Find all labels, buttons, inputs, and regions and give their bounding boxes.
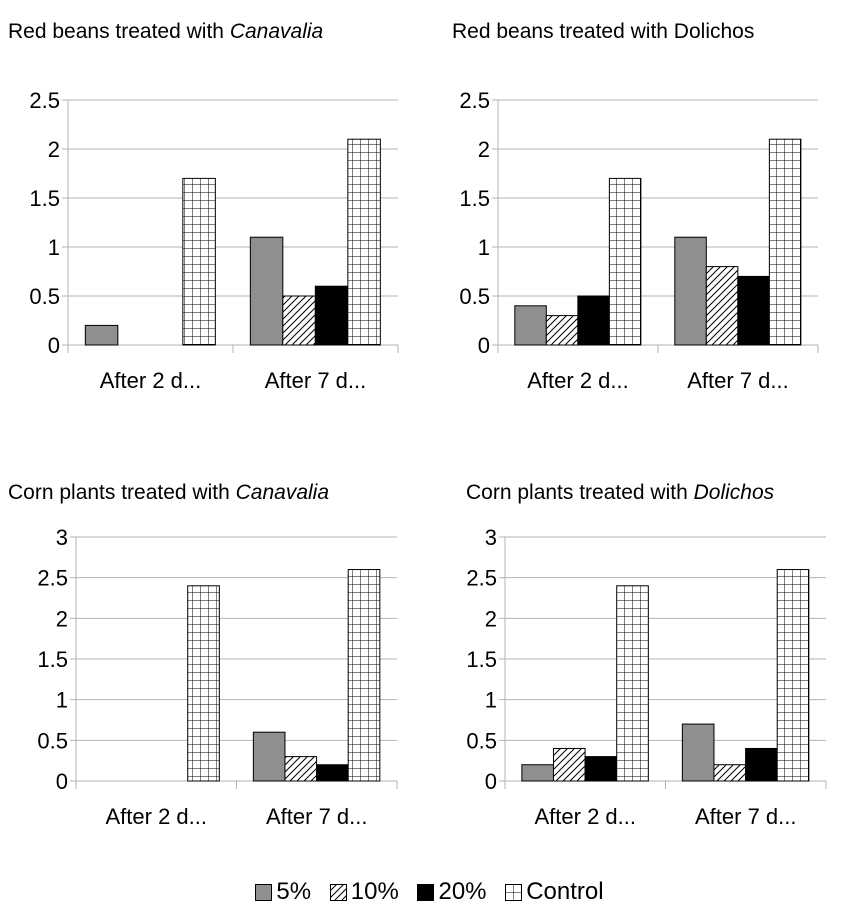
legend-item-20pct: 20% xyxy=(417,878,487,906)
x-tick-label: After 7 d... xyxy=(687,368,789,393)
y-tick-label: 1 xyxy=(48,235,60,260)
chart-title-part: Corn plants treated with xyxy=(8,481,236,504)
y-tick-label: 2.5 xyxy=(29,88,60,113)
legend: 5% 10% 20% Control xyxy=(0,878,859,908)
bar-control-1 xyxy=(182,177,216,346)
legend-swatch-solid-black xyxy=(417,883,435,901)
bar-20pct-2 xyxy=(745,747,778,782)
bar-20pct-2 xyxy=(314,285,349,346)
y-tick-label: 1.5 xyxy=(466,647,497,672)
y-tick-label: 2.5 xyxy=(37,566,68,591)
bar-control-1 xyxy=(608,177,642,346)
chart-title-part: Canavalia xyxy=(230,20,323,43)
y-tick-label: 0.5 xyxy=(29,284,60,309)
bar-5pct-2 xyxy=(674,236,707,346)
bar-control-2 xyxy=(347,138,381,346)
x-tick-label: After 7 d... xyxy=(695,804,797,829)
bar-control-2 xyxy=(347,569,381,782)
y-tick-label: 1 xyxy=(485,688,497,713)
bar-20pct-1 xyxy=(577,295,610,346)
x-tick-label: After 2 d... xyxy=(100,368,202,393)
bar-10pct-1 xyxy=(552,747,586,782)
x-tick-label: After 7 d... xyxy=(265,368,367,393)
legend-label-10pct: 10% xyxy=(350,878,399,905)
bar-control-2 xyxy=(768,138,802,346)
chart-title-part: Canavalia xyxy=(236,481,329,504)
y-tick-label: 3 xyxy=(56,525,68,550)
legend-label-20pct: 20% xyxy=(438,878,487,905)
bar-20pct-2 xyxy=(737,275,770,346)
y-tick-label: 0 xyxy=(485,769,497,794)
legend-item-10pct: 10% xyxy=(329,878,399,906)
y-tick-label: 1 xyxy=(56,688,68,713)
y-tick-label: 0.5 xyxy=(459,284,490,309)
legend-swatch-diagonal-hatch xyxy=(329,883,347,901)
y-tick-label: 2 xyxy=(485,606,497,631)
y-tick-label: 3 xyxy=(485,525,497,550)
y-tick-label: 0 xyxy=(48,333,60,358)
chart-title-part: Dolichos xyxy=(694,481,775,504)
bar-5pct-2 xyxy=(249,236,284,346)
chart-title-part: Red beans treated with Dolichos xyxy=(452,20,754,43)
chart-title: Corn plants treated with Canavalia xyxy=(8,481,329,504)
y-tick-label: 1.5 xyxy=(29,186,60,211)
x-tick-label: After 7 d... xyxy=(266,804,368,829)
y-tick-label: 2.5 xyxy=(466,566,497,591)
x-tick-label: After 2 d... xyxy=(106,804,208,829)
y-tick-label: 1.5 xyxy=(459,186,490,211)
y-tick-label: 2 xyxy=(478,137,490,162)
chart-title: Red beans treated with Canavalia xyxy=(8,20,323,43)
bar-5pct-1 xyxy=(84,324,119,346)
legend-swatch-grid-hatch xyxy=(505,883,523,901)
legend-item-5pct: 5% xyxy=(255,878,311,906)
y-tick-label: 2 xyxy=(56,606,68,631)
y-tick-label: 0 xyxy=(56,769,68,794)
bar-20pct-2 xyxy=(316,764,349,782)
legend-label-5pct: 5% xyxy=(276,878,312,905)
bar-5pct-1 xyxy=(514,305,547,346)
bar-10pct-1 xyxy=(545,315,579,346)
x-tick-label: After 2 d... xyxy=(535,804,637,829)
bar-20pct-1 xyxy=(584,756,618,782)
bar-5pct-2 xyxy=(681,723,715,782)
chart-panel-2: Red beans treated with Dolichos 0 0.5 1 1.5 2… xyxy=(452,20,819,393)
bar-10pct-2 xyxy=(713,764,747,782)
bar-5pct-2 xyxy=(252,731,286,782)
bar-10pct-2 xyxy=(705,266,739,346)
y-tick-label: 2 xyxy=(48,137,60,162)
y-tick-label: 1 xyxy=(478,235,490,260)
y-tick-label: 0.5 xyxy=(37,728,68,753)
x-tick-label: After 2 d... xyxy=(527,368,629,393)
chart-title-part: Corn plants treated with xyxy=(466,481,694,504)
bar-control-1 xyxy=(187,585,220,782)
bar-10pct-2 xyxy=(284,756,318,782)
y-tick-label: 2.5 xyxy=(459,88,490,113)
chart-panel-1: Red beans treated with Canavalia 0 0.5 1 1.5… xyxy=(8,20,399,393)
chart-panel-3: Corn plants treated with Canavalia 0 0.5 1 1… xyxy=(8,481,398,829)
bar-5pct-1 xyxy=(521,764,554,782)
bar-10pct-2 xyxy=(282,295,316,346)
legend-item-control: Control xyxy=(505,878,604,906)
chart-title-part: Red beans treated with xyxy=(8,20,230,43)
bar-control-1 xyxy=(616,585,649,782)
y-tick-label: 0.5 xyxy=(466,728,497,753)
chart-title: Corn plants treated with Dolichos xyxy=(466,481,775,504)
legend-label-control: Control xyxy=(526,878,604,905)
bar-control-2 xyxy=(776,569,810,782)
chart-title: Red beans treated with Dolichos xyxy=(452,20,754,43)
y-tick-label: 0 xyxy=(478,333,490,358)
chart-panel-4: Corn plants treated with Dolichos 0 0.5 1 1.… xyxy=(466,481,827,829)
y-tick-label: 1.5 xyxy=(37,647,68,672)
legend-swatch-solid-gray xyxy=(255,883,273,901)
